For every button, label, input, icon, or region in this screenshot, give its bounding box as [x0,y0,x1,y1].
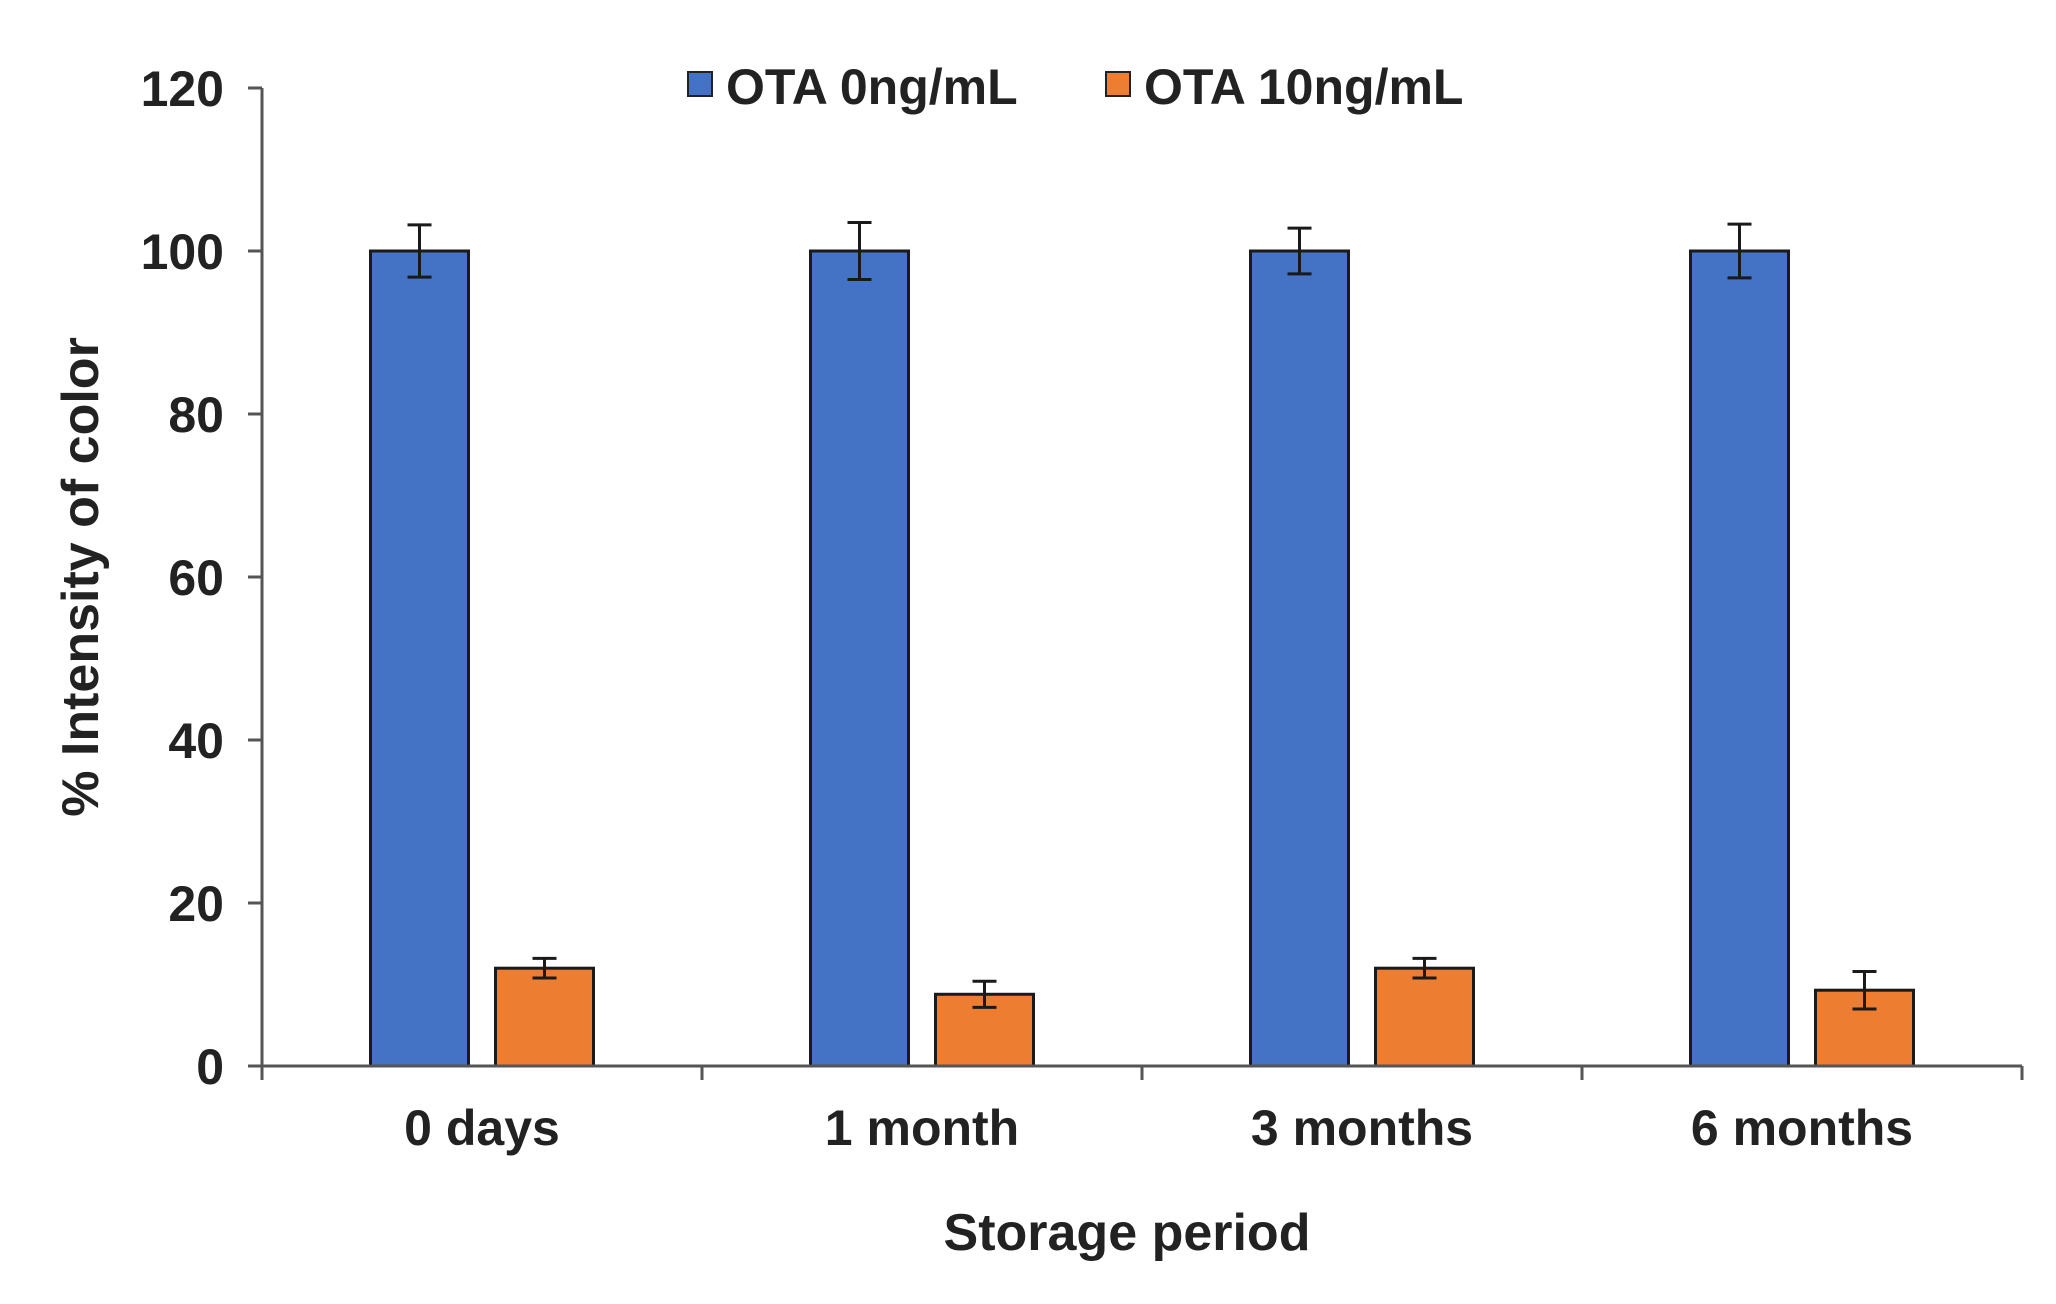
error-bar-series-2-6-months [1852,969,1877,1011]
y-tick-label-80: 80 [168,387,224,443]
y-tick-label-40: 40 [168,713,224,769]
x-axis-label: Storage period [944,1204,1311,1262]
bar-series-1-0-days [369,249,470,1068]
y-tick-label-0: 0 [196,1039,224,1095]
legend: OTA 0ng/mL OTA 10ng/mL [687,59,1463,115]
y-ticks-layer: 0 20 40 60 80 100 120 [141,61,262,1095]
x-tick-label-3-months: 3 months [1251,1100,1473,1156]
error-bar-series-1-3-months [1287,226,1312,276]
error-bar-series-2-1-month [972,979,997,1009]
error-bar-series-1-6-months [1727,222,1752,280]
error-bar-series-2-0-days [532,956,557,980]
x-tick-label-0-days: 0 days [404,1100,560,1156]
bar-series-1-6-months [1689,249,1790,1068]
y-tick-label-20: 20 [168,876,224,932]
error-bar-series-2-3-months [1412,956,1437,980]
y-tick-label-100: 100 [141,224,224,280]
bars-layer [369,249,1915,1068]
error-bars-layer [407,220,1877,1011]
error-bar-series-1-1-month [847,220,872,282]
legend-swatch-series-1 [687,71,713,97]
legend-label-series-1: OTA 0ng/mL [726,59,1018,115]
y-tick-label-60: 60 [168,550,224,606]
error-bar-series-1-0-days [407,223,432,279]
bar-series-1-1-month [809,249,910,1068]
x-ticks-layer: 0 days 1 month 3 months 6 months [260,1066,2024,1156]
bar-series-2-3-months [1374,966,1475,1068]
x-tick-label-1-month: 1 month [825,1100,1019,1156]
bar-series-2-0-days [494,966,595,1068]
y-tick-label-120: 120 [141,61,224,117]
legend-swatch-series-2 [1105,71,1131,97]
bar-series-1-3-months [1249,249,1350,1068]
x-tick-label-6-months: 6 months [1691,1100,1913,1156]
legend-label-series-2: OTA 10ng/mL [1144,59,1463,115]
y-axis-label: % Intensity of color [52,337,110,817]
